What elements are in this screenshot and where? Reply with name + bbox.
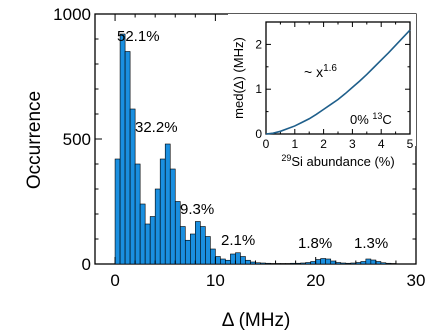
histogram-bar xyxy=(200,226,206,265)
histogram-bar xyxy=(169,168,176,265)
histogram-bar xyxy=(124,51,131,265)
inset-x-tick-label: 1 xyxy=(291,137,298,151)
inset-x-tick-label: 4 xyxy=(378,137,385,151)
histogram-bar xyxy=(215,256,221,265)
histogram-bar xyxy=(295,262,301,265)
histogram-bar xyxy=(144,223,151,265)
histogram-bar xyxy=(370,259,377,265)
annotation-peak-6: 1.3% xyxy=(354,235,388,252)
inset-x-axis-label-sup: 29 xyxy=(281,153,291,163)
main-bars xyxy=(114,33,397,265)
annotation-peak-1: 52.1% xyxy=(117,28,160,45)
histogram-bar xyxy=(350,262,357,265)
histogram-bar xyxy=(255,262,261,265)
histogram-bar xyxy=(230,253,236,265)
histogram-bar xyxy=(320,258,327,265)
inset-x-tick-label: 0 xyxy=(263,137,270,151)
histogram-bar xyxy=(245,259,251,265)
histogram-bar xyxy=(189,233,196,265)
histogram-bar xyxy=(365,258,372,265)
inset-chart: 0 1 2 3 4 5 0 1 2 med(Δ) (MHz) 29Si abundance (… xyxy=(228,14,416,169)
histogram-bar xyxy=(210,248,216,265)
annotation-peak-2: 32.2% xyxy=(135,119,178,136)
histogram-bar xyxy=(270,263,276,265)
histogram-bar xyxy=(330,260,337,265)
histogram-bar xyxy=(310,261,316,265)
inset-fit-annotation: ~ x1.6 xyxy=(304,63,337,80)
histogram-bar xyxy=(385,262,392,265)
histogram-bar xyxy=(119,33,126,265)
inset-x-ticks: 0 1 2 3 4 5 xyxy=(263,22,414,151)
annotation-peak-5: 1.8% xyxy=(298,235,332,252)
histogram-bar xyxy=(184,239,191,265)
histogram-bar xyxy=(380,262,387,265)
main-x-tick-label: 0 xyxy=(110,271,119,290)
main-x-axis-label: Δ (MHz) xyxy=(222,310,291,331)
histogram-bar xyxy=(250,261,256,265)
histogram-bar xyxy=(335,262,342,265)
histogram-bar xyxy=(179,226,186,265)
main-x-tick-label: 10 xyxy=(206,271,225,290)
main-y-axis-label: Occurrence xyxy=(24,91,45,189)
inset-note-suffix: C xyxy=(382,112,391,127)
histogram-bar xyxy=(134,163,141,265)
histogram-bar xyxy=(240,256,246,265)
annotation-peak-4: 2.1% xyxy=(221,232,255,249)
inset-series-line xyxy=(265,29,411,135)
histogram-bar xyxy=(390,263,397,265)
histogram-bar xyxy=(360,261,367,265)
histogram-bar xyxy=(265,262,271,265)
histogram-bar xyxy=(290,262,296,265)
histogram-bar xyxy=(139,203,146,265)
histogram-bar xyxy=(220,258,226,265)
histogram-bar xyxy=(280,263,286,265)
histogram-bar xyxy=(345,262,352,265)
histogram-bar xyxy=(159,158,166,265)
histogram-bar xyxy=(114,158,121,265)
histogram-bar xyxy=(149,216,156,265)
main-y-tick-label: 500 xyxy=(63,130,91,149)
histogram-bar xyxy=(340,262,347,265)
inset-y-axis-label: med(Δ) (MHz) xyxy=(231,37,246,119)
histogram-bar xyxy=(260,262,266,265)
histogram-bar xyxy=(154,188,161,265)
inset-y-tick-label: 1 xyxy=(255,82,262,96)
annotation-peak-3: 9.3% xyxy=(180,201,214,218)
histogram-bar xyxy=(300,262,306,265)
inset-fit-main: ~ x xyxy=(304,64,323,80)
inset-x-tick-label: 3 xyxy=(349,137,356,151)
histogram-bar xyxy=(235,252,241,265)
main-y-tick-label: 1000 xyxy=(53,5,91,24)
histogram-bar xyxy=(355,262,362,265)
histogram-bar xyxy=(225,259,231,265)
inset-y-tick-label: 0 xyxy=(255,127,262,141)
inset-x-axis-label: 29Si abundance (%) xyxy=(281,153,394,169)
inset-fit-exponent: 1.6 xyxy=(323,63,337,74)
main-x-tick-label: 30 xyxy=(407,271,426,290)
inset-y-tick-label: 2 xyxy=(255,37,262,51)
inset-note-sup: 13 xyxy=(372,111,382,121)
main-x-tick-label: 20 xyxy=(306,271,325,290)
histogram-bar xyxy=(205,236,211,265)
inset-x-axis-label-main: Si abundance (%) xyxy=(291,154,394,169)
inset-carbon-note: 0% 13C xyxy=(350,111,392,127)
inset-background xyxy=(228,14,416,146)
histogram-bar xyxy=(325,258,332,265)
histogram-bar xyxy=(275,263,281,265)
histogram-bar xyxy=(315,259,322,265)
inset-x-tick-label: 2 xyxy=(320,137,327,151)
main-y-tick-label: 0 xyxy=(82,255,91,274)
histogram-bar xyxy=(375,261,382,265)
histogram-bar xyxy=(285,263,291,265)
inset-x-tick-label: 5 xyxy=(407,137,414,151)
histogram-bar xyxy=(164,143,171,265)
inset-note-prefix: 0% xyxy=(350,112,372,127)
histogram-bar xyxy=(195,221,201,265)
histogram-bar xyxy=(305,262,311,265)
